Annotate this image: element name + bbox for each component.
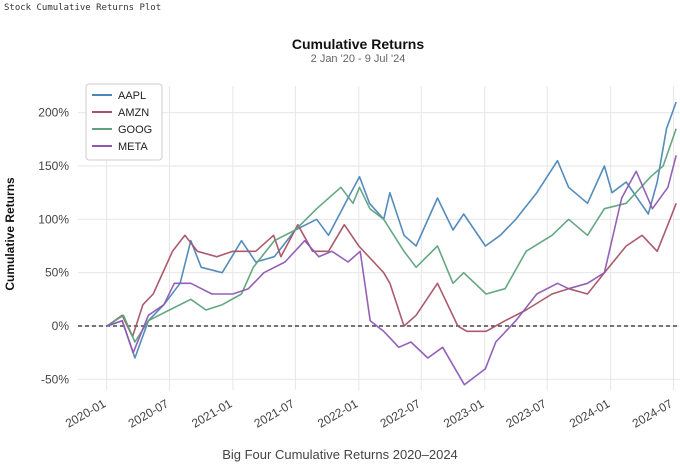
- chart-caption: Big Four Cumulative Returns 2020–2024: [222, 447, 458, 462]
- x-tick-label: 2022-07: [378, 396, 423, 430]
- x-tick-label: 2022-01: [315, 396, 360, 430]
- y-tick-label: 100%: [38, 212, 69, 226]
- x-tick-label: 2020-01: [63, 396, 108, 430]
- legend-label-amzn: AMZN: [118, 107, 149, 119]
- x-tick-label: 2024-07: [630, 396, 675, 430]
- y-axis-label: Cumulative Returns: [3, 177, 17, 291]
- series-line-amzn: [106, 203, 677, 338]
- y-tick-label: 0%: [52, 319, 70, 333]
- cumulative-returns-chart: -50% 0% 50% 100% 150% 200% 2020-01 2020-07 2021…: [3, 83, 680, 431]
- x-tick-label: 2024-01: [567, 396, 612, 430]
- x-axis-ticks: 2020-01 2020-07 2021-01 2021-07 2022-01 2022-…: [63, 396, 675, 430]
- series-lines: [106, 101, 677, 386]
- y-axis-ticks: -50% 0% 50% 100% 150% 200%: [38, 106, 69, 387]
- series-line-aapl: [106, 101, 677, 359]
- x-tick-label: 2023-01: [441, 396, 486, 430]
- y-tick-label: 50%: [45, 266, 69, 280]
- window-title: Stock Cumulative Returns Plot: [4, 3, 162, 13]
- legend-label-meta: META: [118, 141, 148, 153]
- y-tick-label: 200%: [38, 106, 69, 120]
- chart-subtitle: 2 Jan '20 - 9 Jul '24: [310, 53, 406, 65]
- y-tick-label: 150%: [38, 159, 69, 173]
- legend-label-goog: GOOG: [118, 124, 152, 136]
- grid: [78, 86, 680, 390]
- x-tick-label: 2023-07: [504, 396, 549, 430]
- series-line-goog: [106, 128, 677, 343]
- legend-label-aapl: AAPL: [118, 90, 146, 102]
- y-tick-label: -50%: [41, 372, 69, 386]
- x-tick-label: 2020-07: [126, 396, 171, 430]
- x-tick-label: 2021-01: [189, 396, 234, 430]
- series-line-meta: [106, 155, 677, 386]
- legend-box: [85, 83, 163, 161]
- legend: AAPL AMZN GOOG META: [85, 83, 163, 161]
- chart-title: Cumulative Returns: [291, 36, 425, 52]
- x-tick-label: 2021-07: [252, 396, 297, 430]
